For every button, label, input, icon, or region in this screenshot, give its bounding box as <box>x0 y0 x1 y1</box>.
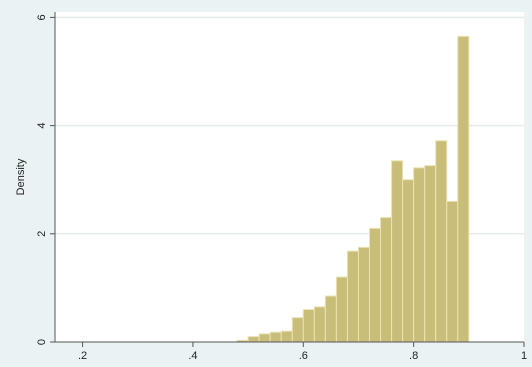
histogram-bar <box>324 295 337 343</box>
y-tick-label: 2 <box>36 231 48 237</box>
histogram-bar <box>413 167 426 343</box>
histogram-bar <box>247 336 260 343</box>
histogram-bar <box>380 217 393 343</box>
histogram-bar <box>435 140 448 343</box>
histogram-bar <box>369 227 382 343</box>
histogram-bar <box>291 317 304 343</box>
histogram-bar <box>402 179 415 343</box>
histogram-bar <box>302 309 315 343</box>
x-axis-ticks: .2 .4 .6 .8 1 <box>78 342 527 362</box>
y-tick-label: 6 <box>36 14 48 20</box>
histogram-bar <box>280 330 293 343</box>
histogram-bar <box>335 276 348 343</box>
histogram-bar <box>313 306 326 343</box>
y-axis-title: Density <box>15 158 27 195</box>
y-tick-label: 4 <box>36 123 48 129</box>
x-tick-label: .8 <box>409 350 418 362</box>
x-tick-label: .2 <box>78 350 87 362</box>
histogram-bar <box>424 165 437 343</box>
bars <box>236 35 470 343</box>
histogram-bar <box>269 331 282 343</box>
histogram-bar <box>357 246 371 343</box>
x-tick-label: .4 <box>188 350 197 362</box>
histogram-bar <box>446 200 459 343</box>
x-tick-label: 1 <box>521 350 527 362</box>
y-axis-ticks: 0 2 4 6 <box>36 14 55 345</box>
histogram-bar <box>346 250 359 343</box>
x-tick-label: .6 <box>299 350 308 362</box>
histogram-bar <box>391 160 404 343</box>
histogram-bar <box>457 35 470 343</box>
y-tick-label: 0 <box>36 339 48 345</box>
histogram-bar <box>258 333 271 343</box>
